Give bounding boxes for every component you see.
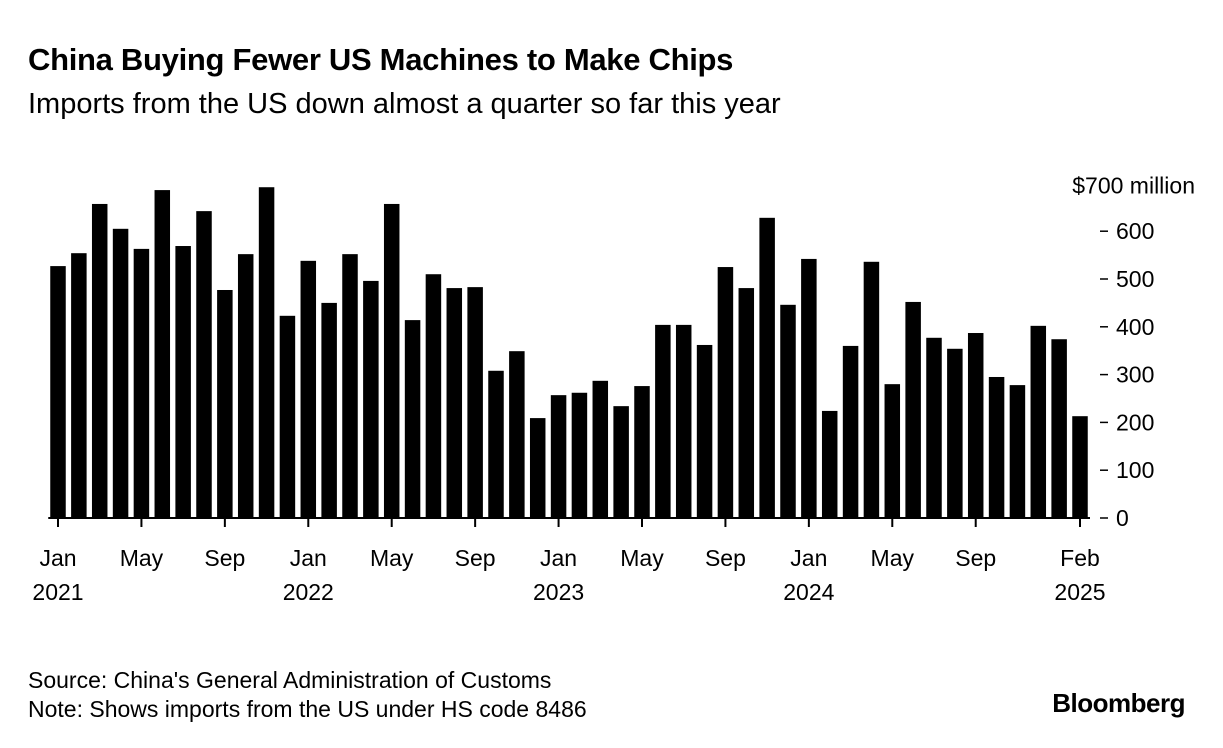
bar-2023-08 — [696, 344, 713, 518]
bar-2024-07 — [926, 337, 942, 518]
x-tick-year-label: 2021 — [32, 579, 83, 605]
y-tick-label: 0 — [1116, 505, 1129, 531]
bar-2021-05 — [133, 248, 150, 519]
y-tick-label: 500 — [1116, 266, 1154, 292]
bar-2024-04 — [863, 261, 880, 518]
chart-subtitle: Imports from the US down almost a quarte… — [28, 88, 781, 120]
bar-2025-02 — [1072, 416, 1088, 518]
y-tick-label: 400 — [1116, 314, 1154, 340]
x-tick-label: Sep — [955, 545, 996, 571]
bar-2024-03 — [842, 345, 859, 518]
x-tick-year-label: 2025 — [1054, 579, 1105, 605]
x-tick-label: May — [120, 545, 164, 571]
chart-title: China Buying Fewer US Machines to Make C… — [28, 42, 734, 77]
bar-2021-02 — [71, 253, 87, 519]
bar-2021-08 — [196, 211, 212, 518]
bar-2022-03 — [342, 254, 358, 519]
bar-2022-12 — [529, 418, 546, 518]
bar-2023-07 — [675, 324, 692, 518]
bar-2023-05 — [634, 386, 650, 518]
x-tick-label: May — [620, 545, 664, 571]
x-tick-label: Jan — [39, 545, 76, 571]
bar-2021-03 — [91, 203, 108, 519]
x-tick-label: May — [871, 545, 915, 571]
x-tick-label: Jan — [290, 545, 327, 571]
bar-2024-06 — [905, 301, 921, 518]
bar-2022-07 — [425, 274, 442, 518]
y-tick-label: 300 — [1116, 362, 1154, 388]
bar-2022-10 — [488, 370, 504, 518]
x-tick-label: May — [370, 545, 414, 571]
x-tick-label: Jan — [540, 545, 577, 571]
bar-2022-06 — [404, 320, 421, 518]
bar-2024-01 — [801, 258, 817, 518]
bar-2023-02 — [571, 392, 588, 518]
bar-2021-10 — [237, 254, 254, 519]
bar-2024-08 — [947, 348, 963, 518]
bar-2021-04 — [112, 228, 129, 518]
y-tick-label: 200 — [1116, 409, 1154, 435]
x-tick-label: Sep — [204, 545, 245, 571]
y-tick-label: 600 — [1116, 218, 1154, 244]
bar-2023-09 — [717, 267, 734, 518]
bar-2024-05 — [884, 384, 901, 518]
bar-2021-12 — [279, 315, 296, 518]
bar-2022-02 — [321, 302, 337, 518]
bar-2023-10 — [738, 288, 755, 518]
x-tick-label: Sep — [705, 545, 746, 571]
x-tick-year-label: 2024 — [783, 579, 834, 605]
bar-2024-02 — [821, 410, 838, 518]
bar-2023-03 — [592, 380, 609, 518]
bar-2023-11 — [759, 217, 775, 519]
bar-2022-09 — [467, 287, 483, 518]
bar-2023-12 — [780, 304, 796, 518]
hs-code-note: Note: Shows imports from the US under HS… — [28, 696, 587, 722]
source-note: Source: China's General Administration o… — [28, 667, 552, 693]
y-tick-label: 100 — [1116, 457, 1154, 483]
bar-2022-01 — [300, 260, 317, 518]
bar-2022-04 — [363, 280, 379, 518]
x-tick-year-label: 2023 — [533, 579, 584, 605]
bar-2021-11 — [258, 187, 275, 518]
x-tick-label: Feb — [1060, 545, 1100, 571]
bar-2025-01 — [1051, 339, 1067, 518]
bar-2024-09 — [967, 333, 984, 518]
bar-2023-01 — [550, 395, 567, 518]
x-tick-year-label: 2022 — [283, 579, 334, 605]
bar-2024-11 — [1009, 385, 1026, 518]
bar-2021-06 — [154, 190, 171, 519]
bar-2022-08 — [446, 288, 463, 518]
bar-2021-01 — [50, 266, 66, 518]
bar-2024-12 — [1030, 325, 1047, 518]
y-unit-label: $700 million — [1072, 172, 1195, 198]
bloomberg-logo: Bloomberg — [1052, 688, 1185, 718]
bar-2023-06 — [655, 324, 671, 518]
bar-2023-04 — [613, 406, 629, 518]
x-tick-label: Jan — [790, 545, 827, 571]
bar-2021-09 — [217, 289, 233, 518]
bar-2022-11 — [509, 351, 525, 518]
bar-2022-05 — [383, 203, 400, 519]
bar-2021-07 — [175, 246, 191, 518]
bar-2024-10 — [988, 376, 1005, 518]
x-tick-label: Sep — [455, 545, 496, 571]
chart-footer: Source: China's General Administration o… — [28, 666, 587, 724]
